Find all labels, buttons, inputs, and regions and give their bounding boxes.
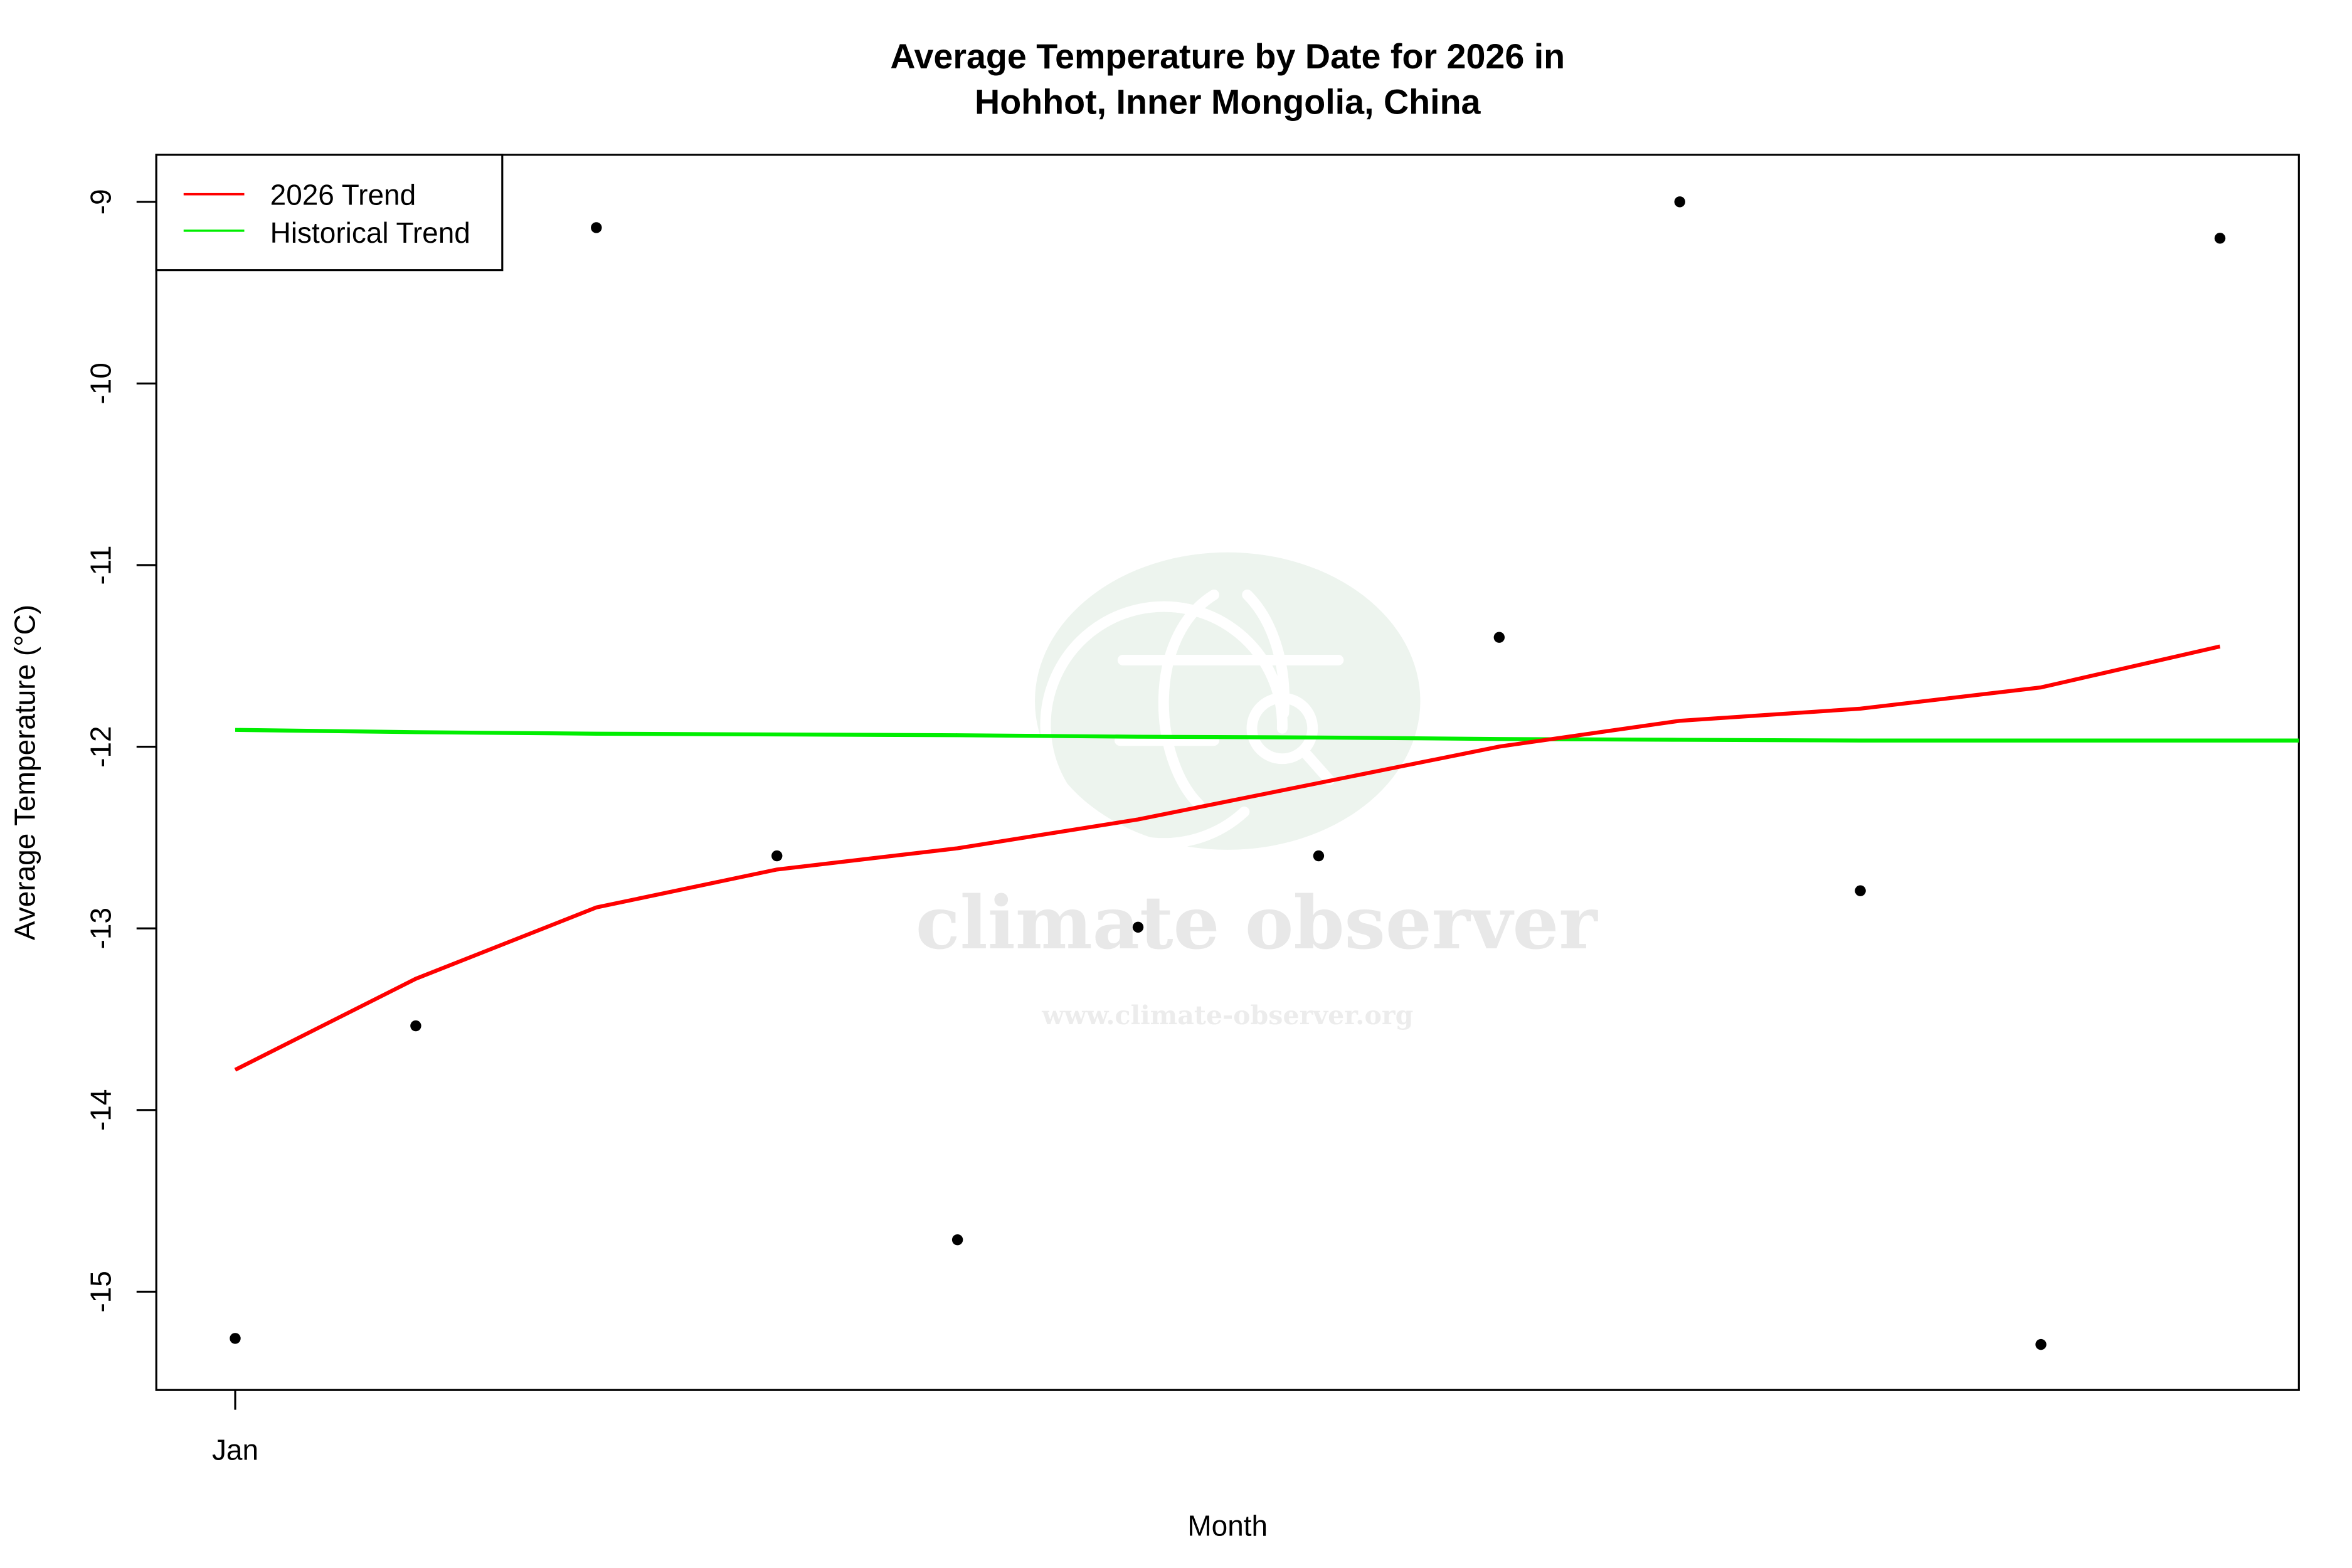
x-tick-label: Jan bbox=[212, 1433, 258, 1466]
data-point-aug bbox=[1493, 632, 1505, 643]
data-point-jul bbox=[1313, 850, 1325, 862]
data-point-mar bbox=[591, 222, 602, 233]
legend-box bbox=[155, 154, 504, 272]
y-tick-label: -14 bbox=[85, 1089, 117, 1131]
trend-2026-line bbox=[234, 644, 2221, 1072]
y-tick-label: -11 bbox=[85, 545, 117, 585]
data-point-nov bbox=[2035, 1338, 2047, 1350]
legend-label-historical-trend: Historical Trend bbox=[270, 216, 470, 249]
legend-label-2026-trend: 2026 Trend bbox=[270, 179, 416, 211]
data-point-feb bbox=[410, 1020, 421, 1032]
historical-trend-line bbox=[235, 728, 2299, 743]
watermark: climate observer www.climate-observer.or… bbox=[916, 552, 1598, 1030]
plot-area bbox=[155, 154, 2300, 1391]
data-point-jan bbox=[230, 1333, 241, 1344]
watermark-brand: climate observer bbox=[916, 881, 1598, 966]
y-tick-label: -12 bbox=[85, 726, 117, 767]
x-axis-label: Month bbox=[1187, 1509, 1268, 1542]
data-point-jun bbox=[1132, 921, 1144, 933]
data-point-sep bbox=[1674, 196, 1685, 208]
y-tick-labels: -9 -10 -11 -12 -13 -14 -15 bbox=[85, 189, 117, 1312]
y-axis-label: Average Temperature (°C) bbox=[9, 605, 41, 940]
data-point-may bbox=[951, 1234, 963, 1246]
globe-magnifier-icon bbox=[1040, 589, 1344, 849]
chart-title-line-1: Average Temperature by Date for 2026 in bbox=[890, 37, 1565, 76]
y-tick-label: -15 bbox=[85, 1271, 117, 1312]
watermark-circle bbox=[1035, 552, 1421, 850]
watermark-url: www.climate-observer.org bbox=[1041, 1000, 1413, 1030]
chart-title-line-2: Hohhot, Inner Mongolia, China bbox=[975, 82, 1481, 121]
y-tick-label: -9 bbox=[85, 189, 117, 215]
data-point-dec bbox=[2214, 233, 2226, 244]
data-point-oct bbox=[1855, 885, 1866, 896]
legend: 2026 Trend Historical Trend bbox=[155, 154, 504, 272]
data-point-apr bbox=[771, 850, 783, 862]
y-tick-label: -13 bbox=[85, 908, 117, 949]
y-axis bbox=[136, 201, 157, 1293]
y-tick-label: -10 bbox=[85, 363, 117, 404]
observed-points bbox=[230, 196, 2226, 1350]
